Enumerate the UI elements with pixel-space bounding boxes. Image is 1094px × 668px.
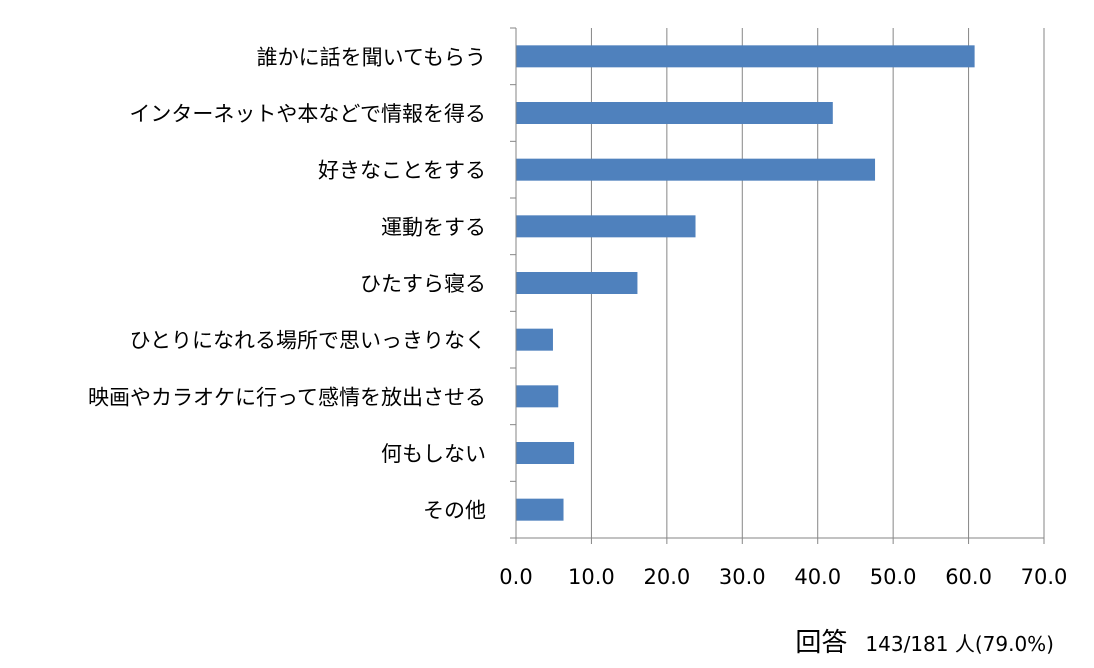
footnote-value: 143/181 人(79.0%) (865, 632, 1054, 656)
bar (516, 498, 564, 521)
axes (510, 27, 1045, 544)
category-label: ひたすら寝る (360, 272, 486, 296)
category-labels: 誰かに話を聞いてもらうインターネットや本などで情報を得る好きなことをする運動をす… (88, 45, 486, 522)
bars (516, 45, 975, 521)
bar (516, 45, 975, 68)
x-tick-label: 30.0 (719, 565, 766, 589)
x-tick-label: 70.0 (1021, 565, 1068, 589)
category-label: 運動をする (381, 215, 486, 239)
category-label: インターネットや本などで情報を得る (129, 102, 486, 126)
bar (516, 102, 833, 124)
x-tick-label: 60.0 (945, 565, 992, 589)
x-tick-label: 0.0 (499, 565, 532, 589)
category-label: ひとりになれる場所で思いっきりなく (130, 329, 486, 353)
x-tick-label: 40.0 (794, 565, 841, 589)
footnote-label: 回答 (795, 628, 848, 658)
category-label: その他 (423, 499, 486, 523)
tick-labels: 0.0 10.0 20.0 30.0 40.0 50.0 60.0 70.0 (499, 565, 1067, 589)
bar (516, 272, 638, 294)
x-tick-label: 20.0 (643, 565, 690, 589)
category-label: 誰かに話を聞いてもらう (257, 45, 486, 69)
bar (516, 158, 876, 181)
category-label: 何もしない (381, 442, 486, 466)
category-label: 好きなことをする (318, 159, 486, 183)
response-footnote: 回答 143/181 人(79.0%) (795, 622, 1054, 659)
x-tick-label: 50.0 (870, 565, 917, 589)
bar (516, 215, 696, 238)
bar (516, 442, 575, 464)
x-tick-label: 10.0 (568, 565, 615, 589)
bar (516, 328, 553, 351)
category-label: 映画やカラオケに行って感情を放出させる (88, 385, 486, 409)
bar (516, 385, 559, 408)
